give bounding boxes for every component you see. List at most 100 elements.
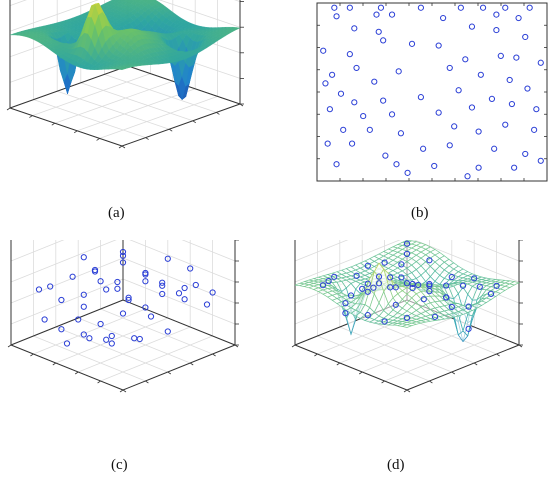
c-scatter-point (164, 255, 171, 262)
c-grid-line (181, 240, 236, 262)
b-scatter-point (457, 4, 464, 11)
c-scatter-point (103, 286, 110, 293)
scatter-3d-plot (7, 240, 239, 393)
b-scatter-point (451, 123, 458, 130)
d-grid-line (362, 326, 475, 373)
b-scatter-point (537, 59, 544, 66)
surface-plot-panel (0, 0, 275, 195)
b-scatter-point (388, 11, 396, 18)
b-scatter-point (395, 68, 402, 75)
b-plot-frame (316, 2, 548, 182)
b-scatter-point (464, 173, 471, 180)
d-tick (518, 344, 523, 348)
surface-plot (6, 0, 244, 149)
b-scatter-point (417, 94, 425, 101)
d-scatter-point (420, 296, 427, 303)
d-scatter-point (448, 303, 455, 311)
d-scatter-point (331, 273, 338, 280)
c-grid-line (10, 257, 124, 304)
d-scatter-point (364, 312, 371, 319)
d-tick (473, 362, 478, 366)
d-scatter-point (415, 281, 422, 289)
b-scatter-point (508, 100, 516, 108)
c-scatter-point (142, 304, 149, 311)
d-scatter-point (426, 257, 433, 264)
c-scatter-point (97, 278, 104, 285)
b-scatter-point (348, 140, 356, 147)
b-scatter-point (522, 150, 529, 158)
c-grid-line (129, 240, 236, 283)
b-scatter-point (537, 157, 544, 164)
b-scatter-point (446, 64, 453, 72)
d-scatter-point (431, 313, 439, 320)
b-scatter-point (455, 87, 462, 94)
b-scatter-point (526, 4, 533, 11)
b-scatter-point (497, 52, 504, 59)
c-grid-line (100, 335, 213, 382)
b-scatter-point (371, 78, 378, 85)
d-scatter-point (364, 280, 371, 287)
d-scatter-point (443, 294, 450, 301)
d-tick (314, 353, 318, 357)
c-scatter-point (119, 252, 127, 259)
b-scatter-point (373, 11, 380, 18)
b-scatter-point (331, 4, 338, 11)
a-tick (73, 130, 78, 134)
c-scatter-point (125, 294, 132, 301)
b-scatter-point (380, 37, 387, 44)
c-tick (119, 389, 124, 393)
c-grid-line (100, 308, 213, 355)
d-scatter-point (403, 280, 411, 287)
mesh-plot (291, 240, 523, 393)
caption-c: (c) (111, 457, 128, 473)
d-tick (496, 353, 500, 357)
d-grid-line (465, 240, 520, 262)
b-scatter-point (475, 164, 482, 171)
d-axis-edge (406, 344, 520, 391)
d-scatter-point (375, 273, 383, 280)
c-axis-edge (122, 344, 236, 391)
c-scatter-point (108, 340, 115, 347)
b-scatter-point (502, 4, 509, 11)
b-scatter-point (346, 4, 353, 11)
c-scatter-point (159, 279, 166, 286)
c-scatter-point (181, 284, 188, 292)
d-scatter-point (448, 273, 455, 281)
d-grid-line (384, 335, 497, 382)
c-scatter-point (103, 336, 110, 343)
d-scatter-point (325, 278, 332, 285)
d-scatter-point (476, 283, 483, 290)
c-scatter-point (114, 285, 121, 292)
d-scatter-point (409, 284, 416, 292)
a-tick (96, 138, 100, 141)
c-scatter-point (192, 281, 199, 289)
b-scatter-point (351, 99, 358, 106)
c-scatter-point (80, 291, 87, 298)
b-scatter-point (360, 112, 367, 120)
b-scatter-point (446, 142, 453, 149)
d-scatter-point (364, 262, 371, 269)
d-scatter-point (426, 280, 433, 288)
c-scatter-point (108, 332, 115, 340)
b-scatter-point (468, 104, 476, 111)
d-scatter-point (381, 259, 388, 266)
b-scatter-point (351, 25, 358, 32)
d-grid-line (294, 240, 349, 262)
c-tick (234, 344, 239, 348)
c-axis-edge (122, 299, 236, 346)
a-tick (192, 120, 197, 124)
d-scatter-point (493, 282, 500, 289)
d-scatter-point (403, 314, 411, 321)
c-scatter-point (164, 328, 171, 335)
c-tick (189, 362, 194, 366)
c-scatter-point (91, 266, 99, 274)
c-scatter-point (136, 335, 143, 343)
d-scatter-point (370, 284, 377, 291)
b-scatter-point (377, 4, 385, 11)
a-axis-edge (121, 103, 241, 147)
b-scatter-point (380, 97, 387, 104)
d-scatter-point (375, 280, 383, 287)
c-grid-line (10, 278, 124, 325)
c-grid-line (10, 240, 117, 283)
b-scatter-point (515, 14, 522, 22)
